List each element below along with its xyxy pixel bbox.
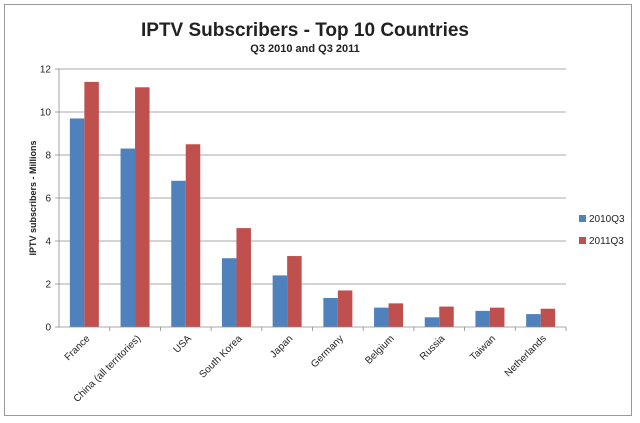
bar-2011Q3-10 [540,308,556,327]
legend-swatch-2010Q3 [579,215,586,222]
y-tick-label: 0 [45,323,51,334]
y-tick-label: 4 [45,237,51,248]
x-tick-label: USA [172,333,195,356]
bar-2010Q3-8 [424,317,440,327]
bar-2010Q3-7 [374,307,389,327]
bar-2010Q3-2 [120,148,136,327]
y-tick-label: 6 [45,194,51,205]
chart-title: IPTV Subscribers - Top 10 Countries [141,20,469,41]
y-tick-label: 12 [40,65,52,76]
chart-frame [4,4,632,416]
y-tick-label: 10 [40,108,52,119]
chart-subtitle: Q3 2010 and Q3 2011 [250,43,359,55]
legend-swatch-2011Q3 [579,237,586,244]
x-tick-label: South Korea [197,333,244,380]
x-tick-label: Belgium [363,333,396,366]
x-tick-label: Germany [309,333,346,370]
legend-label-2011Q3: 2011Q3 [589,236,624,247]
x-tick-label: France [63,333,93,363]
bar-2010Q3-9 [475,310,490,327]
y-tick-label: 2 [45,280,51,291]
x-tick-label: Russia [418,333,448,363]
bar-2011Q3-6 [337,290,353,327]
bar-2010Q3-6 [323,297,338,327]
bar-2011Q3-4 [236,228,251,327]
bar-2011Q3-7 [388,303,404,327]
y-tick-label: 8 [45,151,51,162]
x-tick-label: Taiwan [468,333,498,363]
x-tick-label: Japan [268,333,295,360]
bar-2010Q3-5 [272,275,288,327]
legend: 2010Q3 2011Q3 [579,214,625,247]
bar-2011Q3-9 [489,307,505,327]
bar-2010Q3-3 [171,180,186,327]
bar-2011Q3-5 [287,256,302,327]
bar-2011Q3-3 [185,144,201,327]
bar-2010Q3-4 [221,258,237,327]
x-tick-label: Netherlands [503,333,549,379]
bar-2010Q3-1 [69,118,85,327]
bar-2010Q3-10 [526,314,541,327]
bar-2011Q3-8 [439,306,454,327]
bar-2011Q3-2 [135,87,150,328]
y-axis-label: IPTV subscribers - Millions [28,140,38,255]
legend-label-2010Q3: 2010Q3 [589,214,625,225]
bar-2011Q3-1 [84,81,99,328]
bars [69,81,556,328]
